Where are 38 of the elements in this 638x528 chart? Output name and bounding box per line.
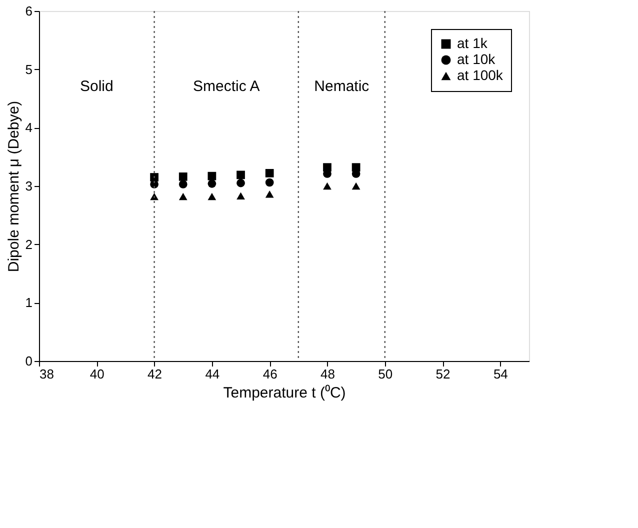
point	[236, 170, 245, 180]
legend-label: at 10k	[457, 51, 496, 67]
y-tick-label: 5	[25, 62, 32, 77]
point	[208, 172, 216, 180]
point	[265, 168, 274, 178]
y-tick-label: 0	[25, 354, 32, 368]
annotation: Smectic A	[193, 78, 260, 95]
point	[265, 190, 274, 198]
x-axis-title: Temperature t (⁰C)	[223, 384, 346, 402]
legend-label: at 1k	[457, 35, 488, 51]
point	[178, 192, 188, 200]
x-tick-label: 46	[262, 366, 278, 382]
x-tick-label: 54	[493, 366, 508, 382]
point	[236, 178, 245, 188]
point	[208, 192, 216, 200]
y-tick-label: 4	[25, 120, 32, 136]
point	[208, 179, 216, 188]
annotation: Solid	[80, 78, 114, 95]
y-tick-label: 3	[25, 178, 32, 194]
y-axis-title: Dipole moment μ (Debye)	[5, 100, 22, 272]
y-tick-label: 1	[25, 295, 32, 310]
y-tick-label: 2	[25, 236, 32, 252]
x-tick-label: 42	[148, 366, 162, 382]
x-tick-label: 52	[436, 366, 450, 382]
legend-label: at 100k	[457, 67, 504, 83]
point	[178, 180, 188, 188]
x-tick-label: 50	[378, 366, 393, 382]
annotation: Nematic	[314, 78, 370, 95]
y-tick-label: 6	[25, 4, 32, 18]
point	[178, 172, 188, 181]
point	[236, 192, 245, 200]
point	[352, 182, 360, 190]
x-tick-label: 48	[320, 366, 335, 382]
point	[265, 178, 274, 187]
x-tick-label: 40	[90, 366, 104, 382]
x-tick-label: 44	[205, 366, 220, 382]
point	[323, 182, 332, 190]
x-tick-label: 38	[40, 366, 54, 382]
